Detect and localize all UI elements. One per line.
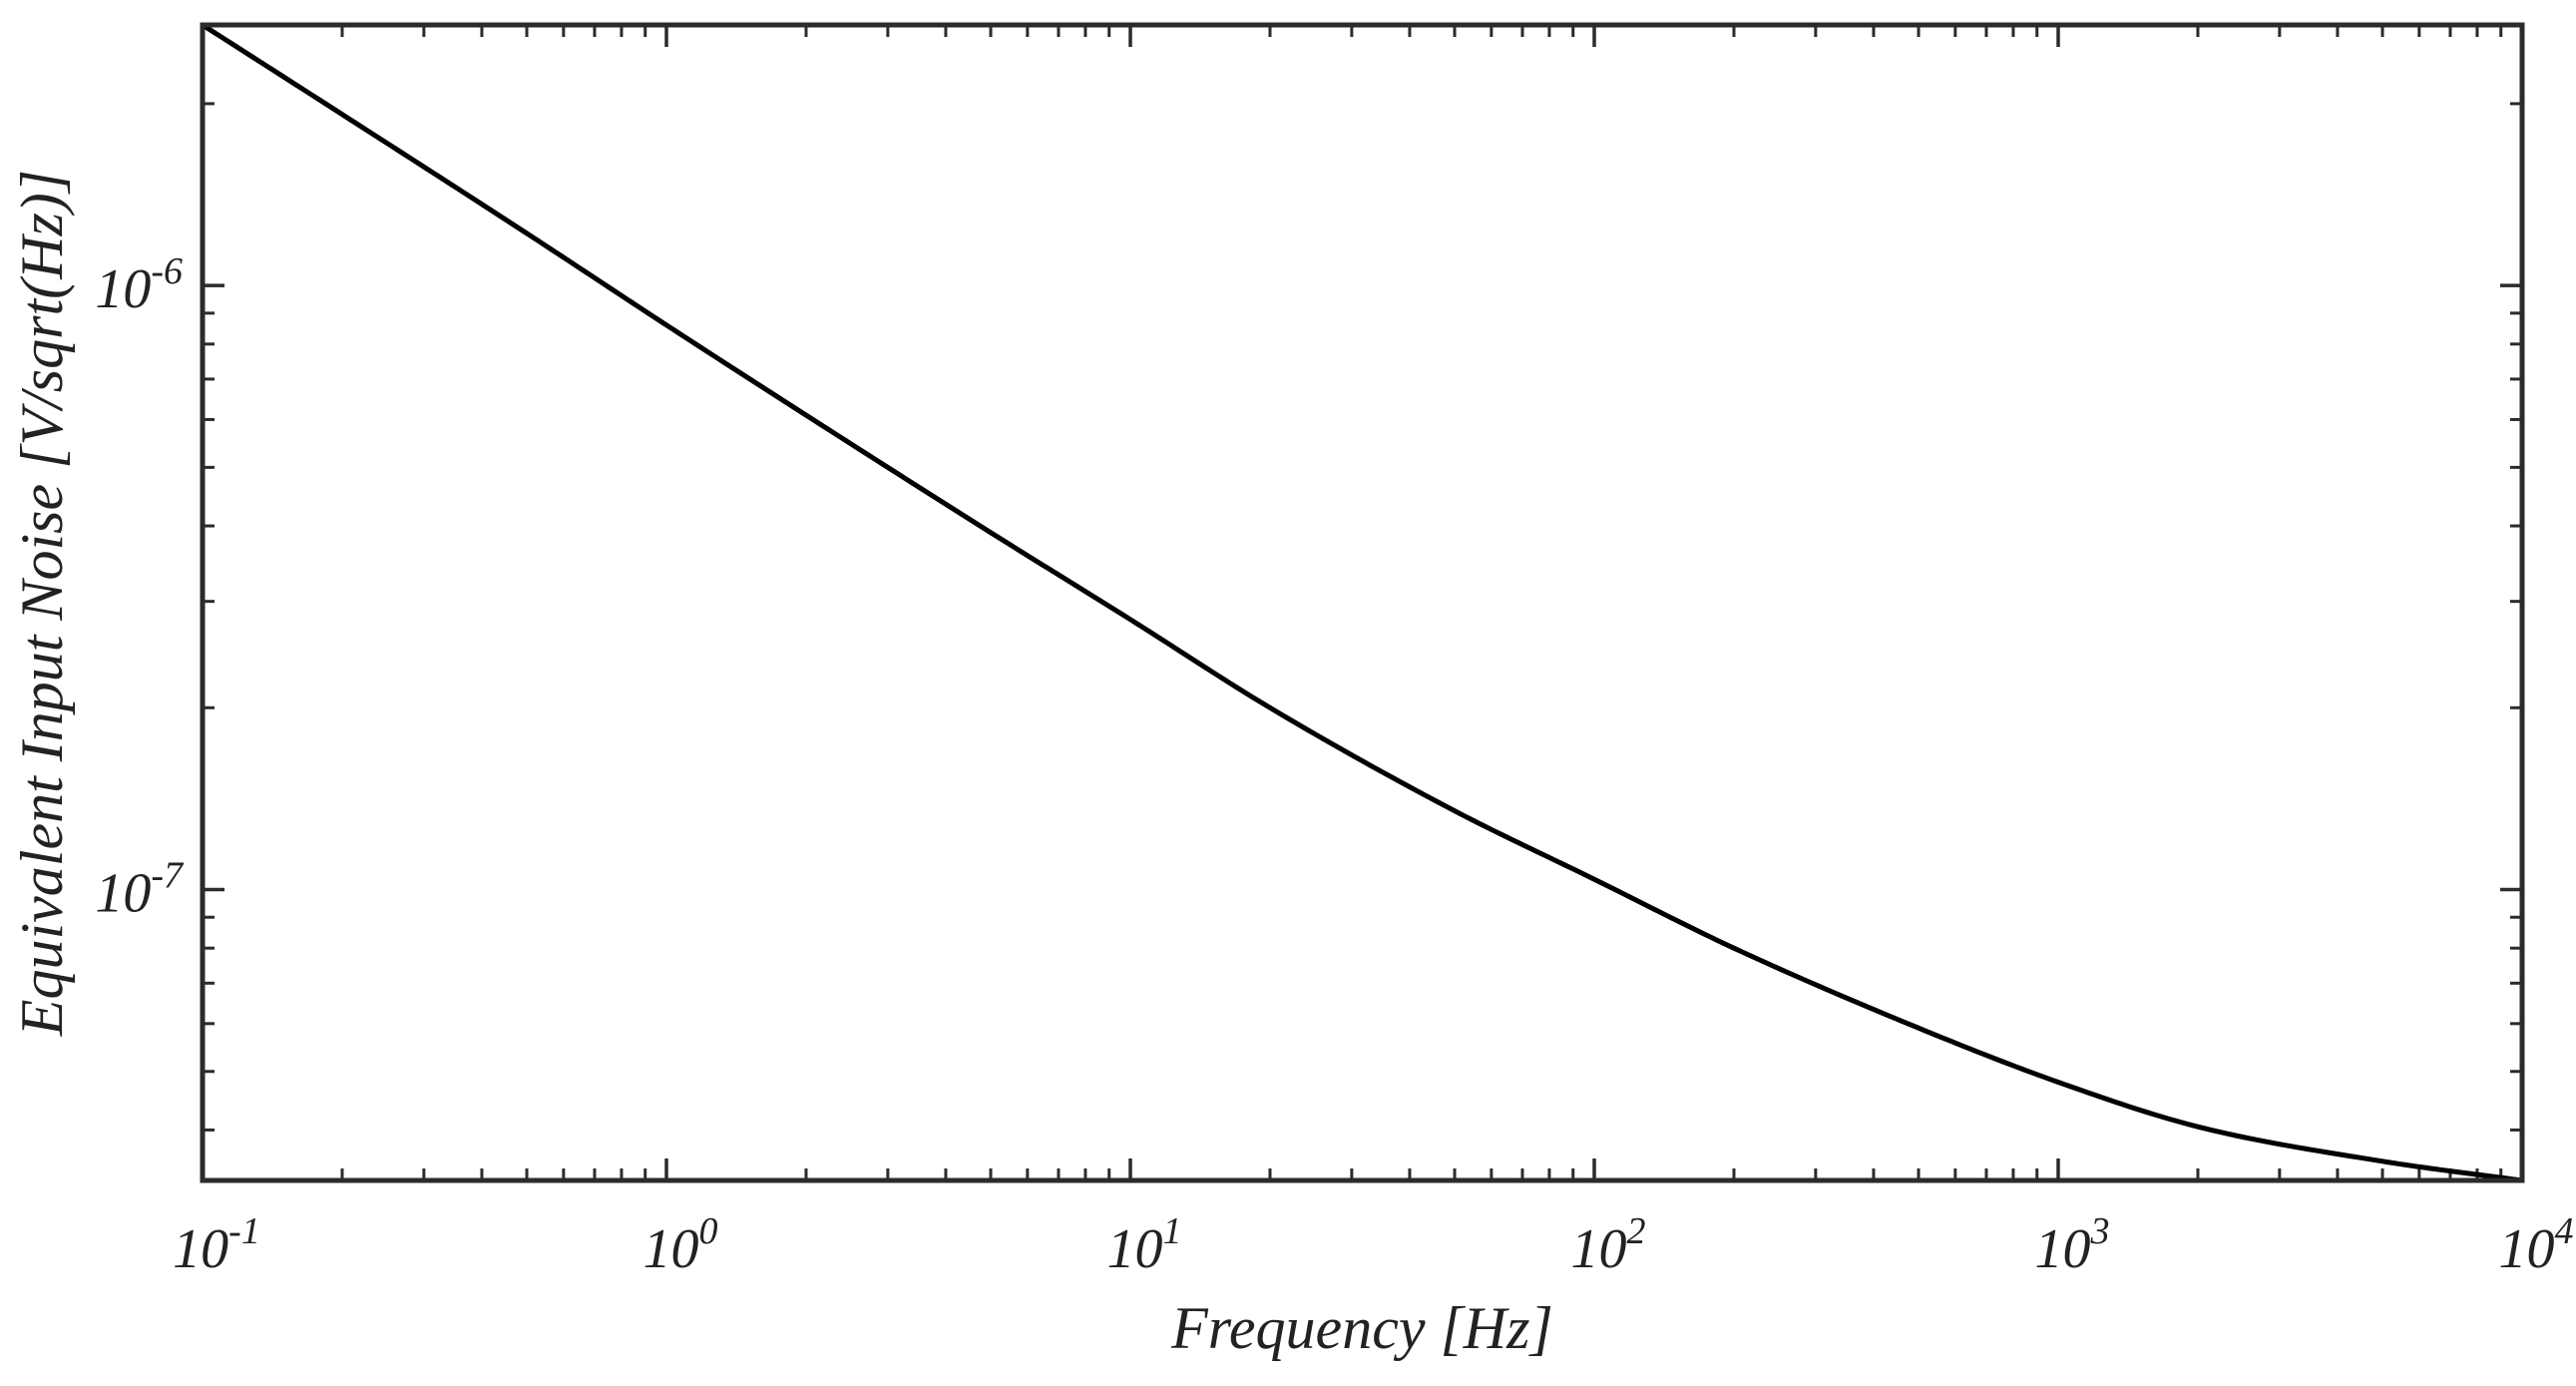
x-tick-label: 10-1 bbox=[173, 1210, 260, 1280]
x-tick-labels: 10-1 100 101 102 103 104 bbox=[173, 1210, 2573, 1280]
x-tick-label: 104 bbox=[2499, 1210, 2574, 1280]
y-axis-title: Equivalent Input Noise [V/sqrt(Hz)] bbox=[9, 170, 75, 1037]
y-tick-labels: 10-7 10-6 bbox=[95, 250, 185, 924]
minor-ticks bbox=[203, 25, 2522, 1180]
x-tick-label: 101 bbox=[1107, 1210, 1182, 1280]
series-line bbox=[201, 22, 2523, 1183]
major-ticks bbox=[201, 25, 2524, 1180]
y-tick-label: 10-7 bbox=[95, 855, 185, 925]
x-tick-label: 100 bbox=[644, 1210, 718, 1280]
y-tick-label: 10-6 bbox=[95, 250, 183, 320]
plot-frame bbox=[200, 22, 2525, 1183]
x-tick-label: 103 bbox=[2035, 1210, 2110, 1280]
x-axis-title: Frequency [Hz] bbox=[1170, 1295, 1553, 1361]
x-tick-label: 102 bbox=[1571, 1210, 1646, 1280]
